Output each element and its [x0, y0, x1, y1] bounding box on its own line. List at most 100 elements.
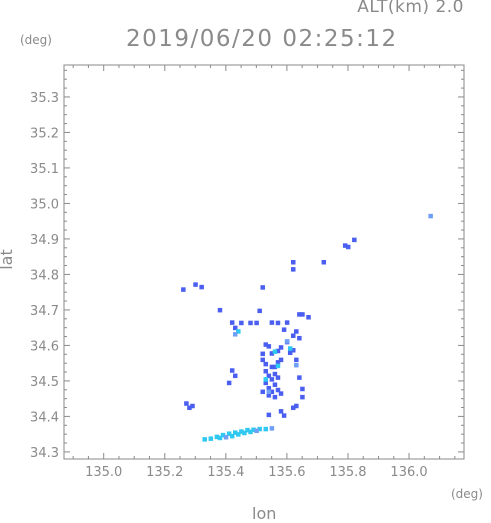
data-point	[239, 320, 244, 326]
data-point	[269, 426, 275, 431]
data-point	[300, 394, 305, 400]
data-point	[275, 348, 281, 354]
data-point	[229, 320, 235, 325]
data-point	[232, 430, 238, 435]
data-point	[239, 429, 244, 434]
data-point	[266, 393, 272, 398]
data-point	[187, 405, 192, 411]
data-point	[272, 364, 278, 370]
data-point	[263, 342, 269, 347]
data-point	[232, 325, 238, 331]
data-point	[300, 386, 305, 392]
data-point	[184, 401, 189, 406]
x-tick-label: 135.8	[329, 465, 366, 480]
x-tick-label: 135.4	[207, 465, 244, 480]
data-point	[291, 260, 296, 265]
data-point	[266, 389, 272, 395]
data-point	[278, 409, 284, 414]
data-point	[226, 380, 232, 386]
y-tick-label: 34.9	[30, 233, 59, 248]
data-point	[266, 386, 272, 391]
y-tick-label: 34.7	[30, 304, 59, 319]
data-point	[245, 427, 250, 433]
y-tick-label: 34.3	[30, 446, 59, 461]
data-point	[275, 375, 281, 380]
data-point	[272, 371, 278, 377]
timestamp-title: 2019/06/20 02:25:12	[126, 26, 398, 52]
data-point	[202, 437, 207, 442]
data-point	[248, 429, 253, 435]
data-point	[190, 403, 195, 409]
data-point	[251, 427, 256, 433]
data-point	[220, 432, 226, 438]
data-point	[275, 363, 281, 369]
data-point	[287, 350, 293, 356]
data-point	[297, 312, 302, 317]
data-point	[266, 344, 272, 349]
data-point	[272, 394, 278, 400]
data-point	[300, 312, 305, 317]
data-point	[193, 282, 198, 287]
data-point	[257, 308, 262, 314]
data-point	[232, 373, 238, 379]
data-point	[345, 244, 351, 250]
data-point	[284, 339, 290, 344]
y-tick-label: 34.4	[30, 410, 59, 425]
data-point	[269, 377, 275, 382]
x-tick-label: 136.0	[390, 465, 427, 480]
y-tick-label: 34.5	[30, 375, 59, 390]
data-point	[260, 351, 265, 357]
data-point	[294, 357, 299, 363]
x-axis-label: lon	[252, 504, 277, 523]
data-point	[294, 329, 299, 334]
data-point	[321, 260, 327, 265]
data-point	[266, 412, 272, 418]
data-point	[272, 382, 278, 387]
altitude-label: ALT(km) 2.0	[357, 0, 464, 17]
data-point	[281, 413, 287, 418]
data-point	[263, 377, 269, 382]
data-point	[263, 426, 269, 432]
data-point	[236, 432, 241, 437]
data-point	[278, 357, 284, 363]
y-tick-label: 35.2	[30, 126, 59, 141]
data-point	[269, 320, 275, 325]
data-point	[199, 284, 204, 290]
data-point	[284, 320, 290, 325]
data-point	[306, 315, 311, 320]
data-point	[232, 332, 238, 337]
data-point	[257, 426, 262, 432]
data-point	[229, 433, 235, 439]
data-point	[217, 307, 223, 313]
data-point	[263, 368, 269, 374]
data-point	[275, 320, 281, 326]
data-point	[291, 348, 296, 353]
data-point	[266, 373, 272, 379]
x-axis-unit: (deg)	[451, 487, 483, 501]
data-point	[291, 333, 296, 338]
x-tick-label: 135.6	[268, 465, 305, 480]
data-point	[294, 362, 299, 368]
data-point	[272, 349, 278, 354]
data-point	[275, 360, 281, 365]
data-point	[248, 320, 253, 326]
data-point	[291, 405, 296, 411]
data-point	[269, 389, 275, 395]
data-point	[278, 391, 284, 396]
data-point	[297, 335, 302, 341]
y-tick-label: 35.1	[30, 162, 59, 177]
y-axis-label: lat	[0, 249, 16, 270]
data-point	[281, 327, 287, 332]
data-point	[294, 403, 299, 409]
x-tick-label: 135.2	[146, 465, 183, 480]
data-point	[278, 345, 284, 350]
data-point	[297, 375, 302, 380]
data-point	[352, 237, 357, 243]
data-point	[229, 368, 235, 373]
y-tick-label: 35.3	[30, 91, 59, 106]
data-point	[269, 351, 275, 356]
data-point	[269, 364, 275, 370]
y-tick-label: 35.0	[30, 197, 59, 212]
data-point	[275, 387, 281, 393]
